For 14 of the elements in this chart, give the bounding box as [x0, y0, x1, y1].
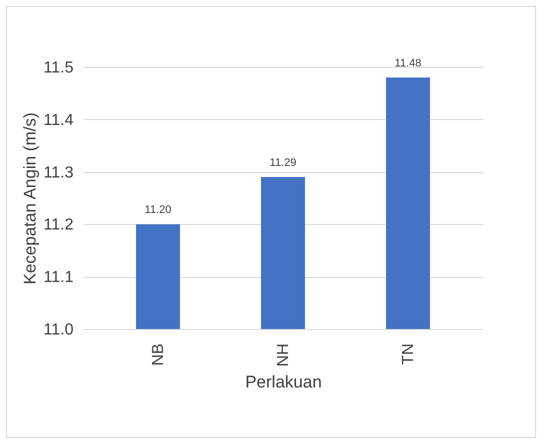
y-axis-title: Kecepatan Angin (m/s) [20, 112, 40, 284]
x-tick-label: TN [400, 344, 417, 365]
x-tick-label: NB [150, 344, 167, 366]
x-axis-title: Perlakuan [245, 372, 322, 392]
y-tick-label: 11.5 [44, 60, 74, 76]
data-label: 11.29 [270, 157, 296, 170]
data-label: 11.48 [394, 57, 422, 70]
x-tick-label: NH [275, 344, 292, 367]
y-tick-label: 11.4 [44, 112, 74, 129]
y-tick-label: 11.3 [44, 164, 74, 182]
y-tick-label: 11.1 [44, 269, 74, 286]
y-tick-label: 11.0 [44, 322, 74, 338]
y-tick-label: 11.2 [44, 216, 74, 234]
data-label: 11.20 [144, 204, 172, 216]
